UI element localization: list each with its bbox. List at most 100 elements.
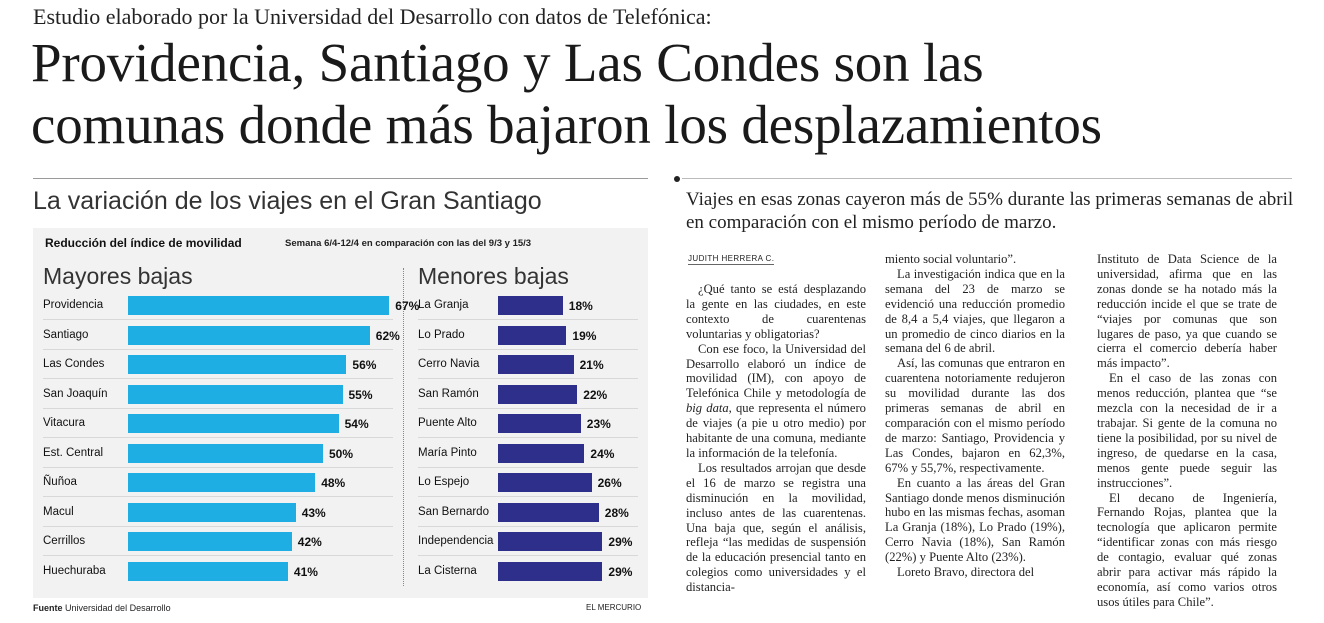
bar-mayores xyxy=(128,355,347,374)
bar-label: San Ramón xyxy=(418,387,479,400)
paragraph: Los resultados arrojan que desde el 16 d… xyxy=(686,460,866,595)
bar-mayores xyxy=(128,384,343,404)
bar-label: Cerro Navia xyxy=(418,358,480,370)
source-line: Fuente Universidad del Desarrollo xyxy=(33,603,171,613)
deck-bullet xyxy=(674,176,680,182)
bar-value-label: 24% xyxy=(590,446,615,461)
bar-value-label: 29% xyxy=(608,564,633,579)
bar-value-label: 43% xyxy=(301,505,326,520)
article-top-rule xyxy=(682,178,1292,179)
bar-value-label: 28% xyxy=(604,505,629,520)
paragraph: miento social voluntario”. xyxy=(885,252,1017,266)
row-rule xyxy=(43,555,393,556)
bar-value-label: 23% xyxy=(586,417,611,431)
row-rule xyxy=(418,319,638,320)
row-rule xyxy=(43,407,393,409)
bar-value-label: 26% xyxy=(597,476,622,490)
source-label: Fuente xyxy=(33,603,63,613)
bar-label: Huechuraba xyxy=(43,564,106,577)
paragraph: El decano de Ingeniería, Fernando Rojas,… xyxy=(1097,490,1277,609)
bar-mayores xyxy=(128,561,288,581)
bar-value-label: 48% xyxy=(321,476,346,490)
bar-label: Vitacura xyxy=(43,417,85,429)
bar-label: San Joaquín xyxy=(43,387,108,400)
row-rule xyxy=(418,555,638,556)
bar-menores xyxy=(498,561,603,581)
bar-label: Puente Alto xyxy=(418,417,477,429)
bar-value-label: 55% xyxy=(348,387,373,402)
article-column-2: miento social voluntario”. La investigac… xyxy=(885,252,1065,580)
bar-label: Las Condes xyxy=(43,358,105,370)
bar-mayores xyxy=(128,296,390,315)
article-column-3: Instituto de Data Science de la universi… xyxy=(1097,252,1277,610)
bar-menores xyxy=(498,384,578,404)
source-text: Universidad del Desarrollo xyxy=(65,603,171,613)
bar-label: Lo Espejo xyxy=(418,476,470,488)
bar-label: Est. Central xyxy=(43,446,104,459)
bar-menores xyxy=(498,296,563,315)
bar-label: Independencia xyxy=(418,535,494,547)
bar-value-label: 50% xyxy=(329,446,354,461)
chart-panel: Reducción del índice de movilidad Semana… xyxy=(33,228,648,598)
deck: Viajes en esas zonas cayeron más de 55% … xyxy=(686,189,1294,233)
headline-line-1: Providencia, Santiago y Las Condes son l… xyxy=(31,32,984,93)
bar-value-label: 22% xyxy=(583,387,608,402)
bar-menores xyxy=(498,473,592,492)
paragraph: Con ese foco, la Universidad del Desarro… xyxy=(686,341,866,460)
byline: JUDITH HERRERA C. xyxy=(688,254,775,265)
bar-menores xyxy=(498,502,599,522)
paragraph: En el caso de las zonas con menos reducc… xyxy=(1097,371,1277,490)
paragraph: En cuanto a las áreas del Gran Santiago … xyxy=(885,475,1065,565)
bar-value-label: 41% xyxy=(293,564,318,579)
row-rule xyxy=(43,319,393,320)
row-rule xyxy=(418,466,638,468)
bar-label: San Bernardo xyxy=(418,505,489,518)
bar-label: Lo Prado xyxy=(418,328,465,341)
headline-line-2: comunas donde más bajaron los desplazami… xyxy=(31,94,1102,155)
bar-menores xyxy=(498,443,585,463)
bar-value-label: 42% xyxy=(297,535,322,549)
chart-note: Semana 6/4-12/4 en comparación con las d… xyxy=(285,238,532,249)
row-rule xyxy=(43,496,393,497)
row-rule xyxy=(418,437,638,438)
paragraph: Así, las comunas que entraron en cuarent… xyxy=(885,356,1065,475)
paragraph: ¿Qué tanto se está desplazando la gente … xyxy=(686,282,866,341)
bar-value-label: 29% xyxy=(608,535,633,549)
bar-mayores xyxy=(128,502,296,522)
bar-value-label: 67% xyxy=(395,299,420,313)
row-rule xyxy=(43,437,393,438)
bar-value-label: 56% xyxy=(352,358,377,372)
bar-value-label: 18% xyxy=(568,299,593,313)
row-rule xyxy=(418,407,638,409)
bar-label: La Granja xyxy=(418,299,469,311)
bar-mayores xyxy=(128,443,323,463)
chart-header: Reducción del índice de movilidad xyxy=(45,236,242,250)
paragraph: La investigación indica que en la semana… xyxy=(885,266,1065,356)
article-column-1: ¿Qué tanto se está desplazando la gente … xyxy=(686,282,866,595)
bar-menores xyxy=(498,414,581,433)
bar-mayores xyxy=(128,325,370,345)
bar-value-label: 21% xyxy=(579,358,604,372)
bar-value-label: 54% xyxy=(344,417,369,431)
row-rule xyxy=(43,378,393,379)
infographic-title: La variación de los viajes en el Gran Sa… xyxy=(33,187,542,215)
row-rule xyxy=(43,348,393,350)
paragraph: Loreto Bravo, directora del xyxy=(897,565,1035,580)
bar-value-label: 19% xyxy=(572,328,597,343)
bar-label: Macul xyxy=(43,505,74,518)
headline: Providencia, Santiago y Las Condes son l… xyxy=(31,32,1102,156)
kicker: Estudio elaborado por la Universidad del… xyxy=(33,4,712,29)
credit-line: EL MERCURIO xyxy=(586,603,642,612)
bar-label: Ñuñoa xyxy=(43,476,77,488)
bar-label: Cerrillos xyxy=(43,535,86,547)
row-rule xyxy=(43,525,393,527)
bar-mayores xyxy=(128,414,339,433)
bar-label: La Cisterna xyxy=(418,564,477,577)
row-rule xyxy=(418,525,638,527)
bar-mayores xyxy=(128,532,292,551)
bar-label: Santiago xyxy=(43,328,89,341)
group-divider xyxy=(403,268,404,586)
bar-menores xyxy=(498,325,567,345)
paragraph: Instituto de Data Science de la universi… xyxy=(1097,252,1277,371)
bar-menores xyxy=(498,355,574,374)
